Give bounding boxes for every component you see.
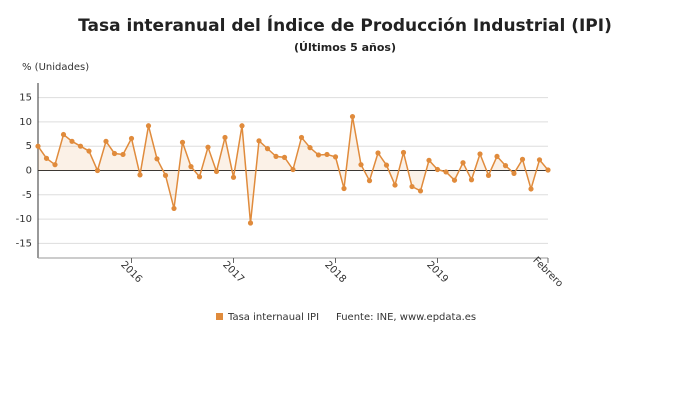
point (485, 172, 492, 178)
point (188, 164, 194, 170)
y-tick-label: 10 (19, 117, 32, 128)
y-tick-label: -15 (16, 238, 32, 249)
point (111, 150, 118, 157)
source: Fuente: INE, www.epdata.es (336, 312, 476, 323)
x-tick-label: 2017 (220, 259, 246, 285)
point (443, 169, 449, 175)
point (349, 113, 356, 120)
point (43, 155, 50, 161)
point (477, 151, 483, 157)
y-tick-label: -5 (22, 190, 32, 201)
point (460, 160, 466, 166)
point (400, 149, 407, 156)
y-tick-label: 0 (26, 166, 32, 177)
point (162, 172, 169, 178)
point (426, 157, 432, 163)
point (332, 154, 339, 160)
point (60, 131, 67, 138)
point (77, 143, 84, 149)
point (358, 162, 364, 168)
point (307, 145, 313, 151)
point (179, 139, 186, 145)
point (35, 143, 41, 149)
chart-subtitle: (Últimos 5 años) (294, 41, 396, 54)
point (315, 152, 322, 158)
y-tick-label: -10 (16, 214, 32, 225)
point (409, 183, 415, 190)
point (511, 170, 517, 177)
x-tick-label: 2018 (322, 259, 348, 285)
point (451, 177, 458, 183)
point (205, 144, 211, 150)
point (545, 167, 551, 173)
point (281, 154, 288, 160)
point (383, 162, 390, 168)
point (145, 123, 152, 129)
point (128, 135, 135, 142)
x-tick-label: 2019 (424, 259, 450, 285)
x-tick-label: 2016 (118, 259, 144, 285)
point (239, 123, 245, 129)
point (519, 156, 526, 162)
point (366, 178, 373, 184)
chart-title: Tasa interanual del Índice de Producción… (78, 14, 612, 36)
point (290, 166, 296, 173)
point (137, 172, 143, 178)
point (324, 151, 330, 158)
point (528, 186, 534, 192)
point (502, 163, 509, 169)
point (213, 168, 220, 175)
point (120, 151, 126, 158)
point (230, 174, 237, 180)
y-axis-label: % (Unidades) (22, 62, 89, 73)
point (273, 153, 279, 160)
point (341, 185, 347, 192)
point (222, 134, 228, 141)
point (494, 153, 500, 160)
point (171, 205, 177, 212)
point (468, 177, 475, 183)
point (375, 150, 381, 156)
y-tick-label: 5 (26, 141, 32, 152)
point (434, 166, 441, 173)
point (256, 138, 262, 144)
point (94, 167, 101, 174)
point (196, 174, 203, 180)
point (536, 157, 543, 163)
point (247, 220, 254, 226)
point (154, 156, 160, 162)
point (417, 188, 424, 194)
point (298, 134, 305, 141)
point (86, 148, 92, 154)
point (264, 146, 271, 152)
y-tick-label: 15 (19, 93, 32, 104)
point (69, 138, 75, 144)
point (52, 162, 58, 168)
point (392, 182, 398, 188)
legend-label: Tasa internaual IPI (227, 312, 319, 323)
point (103, 138, 109, 144)
legend-swatch (216, 313, 223, 320)
